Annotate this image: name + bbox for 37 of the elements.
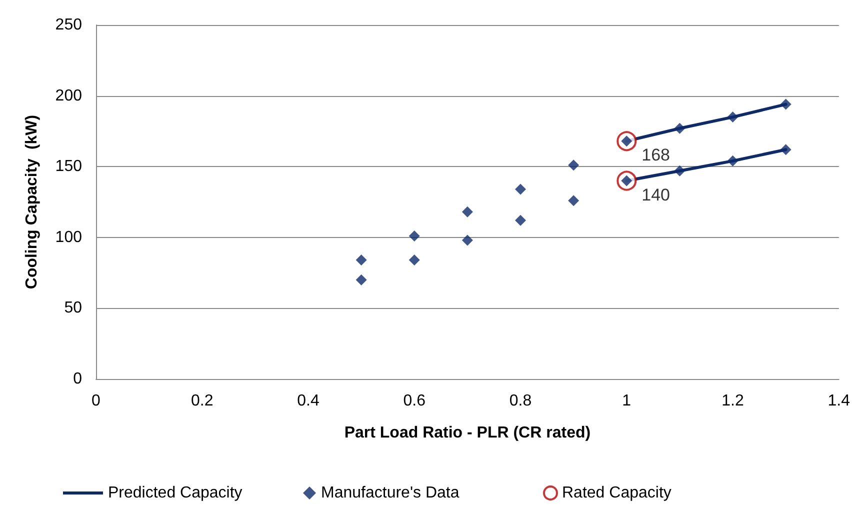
y-tick-label: 150 [55,158,82,176]
legend-label: Manufacture's Data [321,484,460,502]
point [727,112,738,123]
x-axis-title: Part Load Ratio - PLR (CR rated) [344,424,591,442]
x-tick-label: 0.4 [297,392,320,410]
point [568,160,580,171]
point [780,144,792,156]
data-label: 168 [642,146,670,165]
x-tick-label: 0.2 [191,392,214,410]
x-tick-label: 0 [92,392,101,410]
y-tick-label: 200 [55,87,82,104]
y-tick-label: 250 [55,16,82,34]
point [780,98,792,110]
point [674,165,686,176]
point [356,254,367,266]
point [515,214,526,226]
x-tick-label: 0.6 [403,392,426,410]
x-tick-label: 0.8 [509,392,532,410]
point [568,195,580,206]
legend-label: Predicted Capacity [108,484,242,502]
point [408,254,420,266]
x-tick-label: 1.4 [828,392,850,410]
point [462,206,473,218]
x-tick-label: 1.2 [722,392,744,410]
point [462,234,473,246]
y-tick-label: 100 [55,228,82,246]
y-axis-title: Cooling Capacity (kW) [24,114,40,290]
legend-label: Rated Capacity [562,484,672,502]
point [515,184,526,195]
y-tick-label: 0 [73,370,82,388]
x-tick-label: 1 [622,392,632,410]
point [727,155,738,166]
point [674,122,686,134]
point [356,274,367,286]
point [408,230,420,242]
data-label: 140 [642,185,670,204]
y-tick-label: 50 [64,300,82,317]
